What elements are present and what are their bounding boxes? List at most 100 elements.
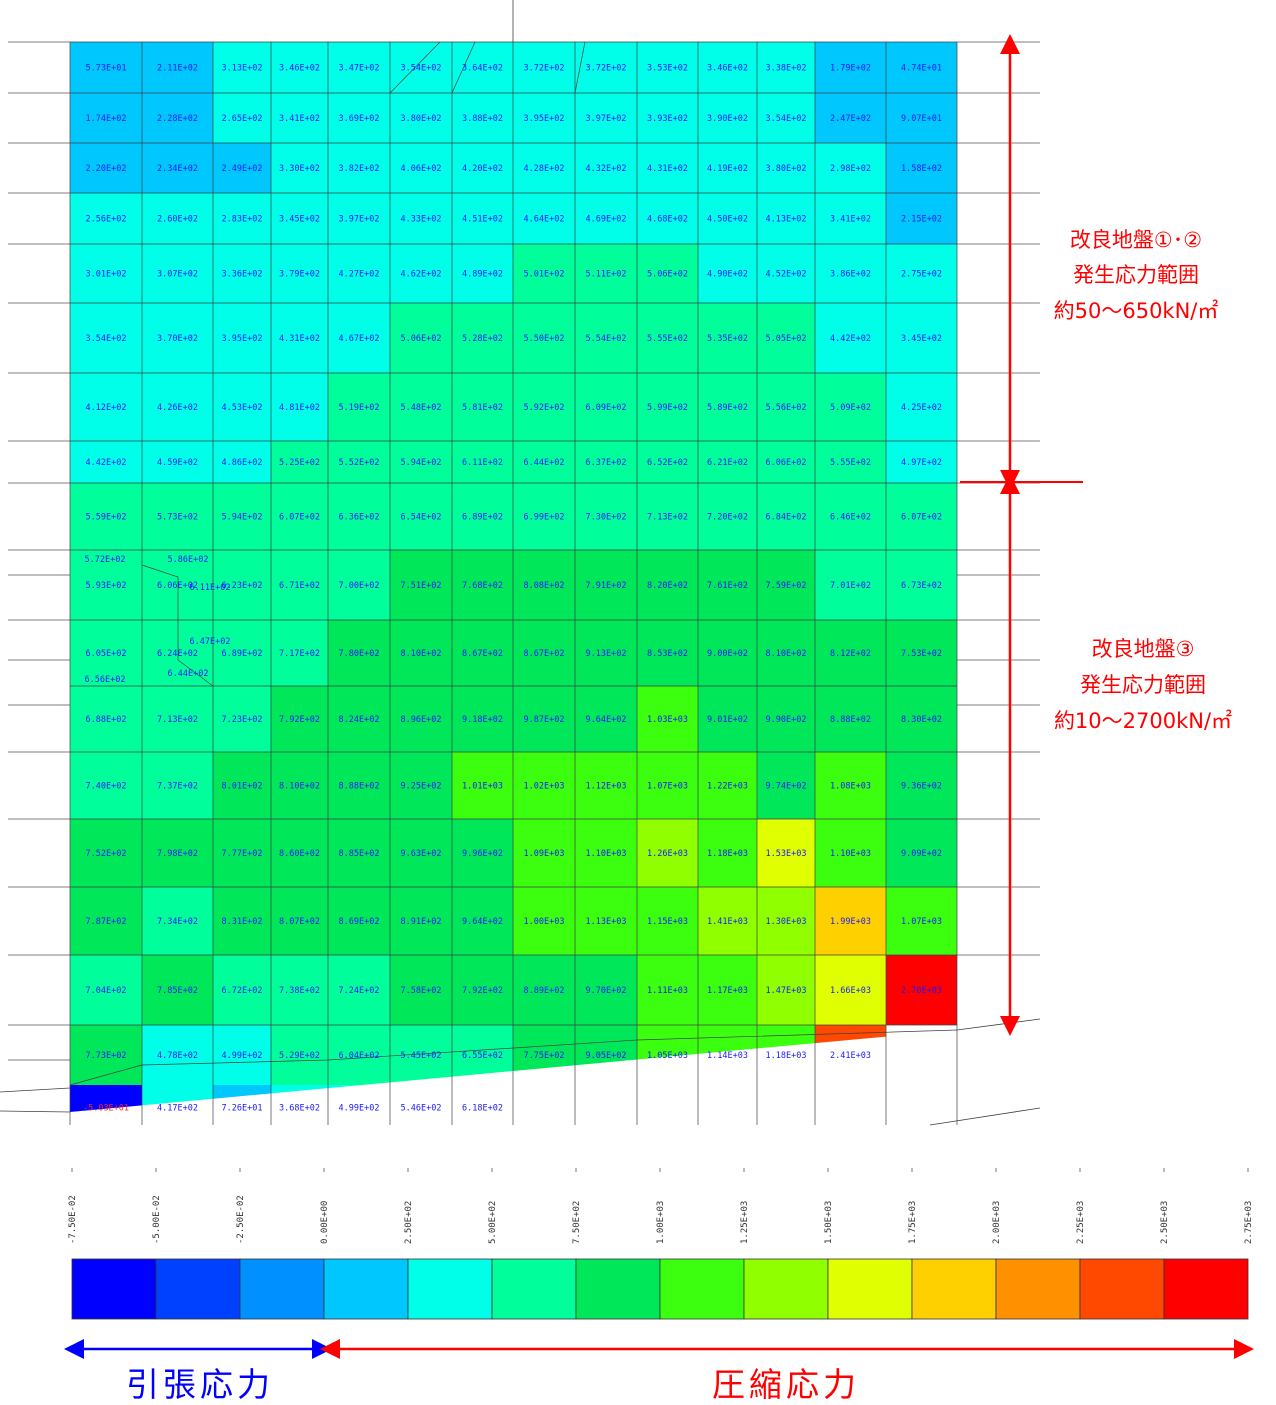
- cell-value-label: 3.54E+02: [766, 114, 807, 124]
- contour-cell: [142, 550, 213, 620]
- cell-value-label: 9.01E+02: [707, 715, 748, 725]
- contour-cell: [452, 752, 513, 819]
- cell-value-label: 3.80E+02: [766, 164, 807, 174]
- upper-anno-line-3: 約50～650kN/㎡: [1054, 299, 1219, 323]
- cell-value-label: 2.56E+02: [86, 215, 127, 225]
- contour-cell: [328, 303, 390, 373]
- contour-cell: [886, 244, 957, 303]
- cell-value-label: 1.14E+03: [707, 1051, 748, 1061]
- contour-cell: [142, 193, 213, 244]
- cell-value-label: 6.05E+02: [86, 649, 127, 659]
- contour-cell: [575, 752, 637, 819]
- cell-value-label: 2.34E+02: [157, 164, 198, 174]
- cell-value-label: 5.59E+02: [86, 513, 127, 523]
- cell-value-label: 3.46E+02: [279, 64, 320, 74]
- cell-value-label: 7.01E+02: [830, 581, 871, 591]
- cell-value-labels: 5.73E+01 2.11E+02 3.13E+02 3.46E+02 3.47E+02…: [83, 64, 942, 1114]
- cell-value-label: 7.85E+02: [157, 986, 198, 996]
- cell-value-label: 5.92E+02: [524, 403, 565, 413]
- stress-type-legend: 引張応力 圧縮応力: [64, 1339, 1254, 1404]
- contour-cell: [271, 143, 328, 193]
- contour-cell: [271, 303, 328, 373]
- cell-value-label: 1.07E+03: [901, 917, 942, 927]
- contour-cell: [328, 441, 390, 483]
- contour-cell: [757, 441, 815, 483]
- cell-value-label: 1.41E+03: [707, 917, 748, 927]
- cell-value-label: 4.67E+02: [339, 334, 380, 344]
- cell-value-label: 1.30E+03: [766, 917, 807, 927]
- cell-value-label: 1.00E+03: [524, 917, 565, 927]
- cell-value-label: -5.03E+01: [83, 1104, 129, 1114]
- contour-cell: [513, 303, 575, 373]
- colorbar-band: [491, 1258, 577, 1320]
- cell-value-label: 4.13E+02: [766, 215, 807, 225]
- colorbar-band: [827, 1258, 913, 1320]
- contour-cell: [390, 193, 452, 244]
- cell-value-label: 1.10E+03: [830, 849, 871, 859]
- cell-value-label: 4.31E+02: [647, 164, 688, 174]
- cell-value-label: 1.79E+02: [830, 64, 871, 74]
- cell-value-label: 2.65E+02: [222, 114, 263, 124]
- cell-value-label: 7.30E+02: [586, 513, 627, 523]
- contour-cell: [452, 550, 513, 620]
- cell-value-label: 6.07E+02: [901, 513, 942, 523]
- contour-cell: [637, 303, 698, 373]
- colorbar-tick-label: 2.25E+03: [1076, 1201, 1086, 1244]
- contour-cell: [70, 193, 142, 244]
- contour-cell: [698, 42, 757, 93]
- cell-value-label: 9.74E+02: [766, 782, 807, 792]
- cell-value-label: 1.05E+03: [647, 1051, 688, 1061]
- cell-value-label: 7.37E+02: [157, 782, 198, 792]
- contour-cell: [637, 244, 698, 303]
- contour-cell: [328, 620, 390, 686]
- contour-cell: [390, 752, 452, 819]
- contour-cell: [637, 373, 698, 441]
- colorbar-tick-label: -5.00E-02: [152, 1195, 162, 1244]
- cell-value-label: 9.87E+02: [524, 715, 565, 725]
- contour-cell: [757, 483, 815, 550]
- contour-cell: [698, 550, 757, 620]
- cell-value-label: 2.28E+02: [157, 114, 198, 124]
- contour-cell: [513, 244, 575, 303]
- contour-cell: [575, 244, 637, 303]
- upper-anno-line-1: 改良地盤①･②: [1070, 228, 1202, 252]
- cell-value-label: 6.99E+02: [524, 513, 565, 523]
- contour-cell: [815, 955, 886, 1025]
- cell-value-label: 1.58E+02: [901, 164, 942, 174]
- contour-cells: [70, 42, 957, 1112]
- cell-value-label: 3.95E+02: [222, 334, 263, 344]
- cell-value-label: 3.95E+02: [524, 114, 565, 124]
- contour-cell: [271, 93, 328, 143]
- cell-value-label: 7.73E+02: [86, 1051, 127, 1061]
- cell-value-label: 4.78E+02: [157, 1051, 198, 1061]
- cell-value-label: 3.93E+02: [647, 114, 688, 124]
- contour-cell: [271, 244, 328, 303]
- contour-cell: [271, 550, 328, 620]
- cell-value-label: 8.88E+02: [339, 782, 380, 792]
- cell-value-label: 5.06E+02: [401, 334, 442, 344]
- contour-cell: [513, 955, 575, 1025]
- cell-value-label: 5.11E+02: [586, 270, 627, 280]
- contour-cell: [637, 819, 698, 887]
- cell-value-label: 1.53E+03: [766, 849, 807, 859]
- contour-cell: [142, 244, 213, 303]
- cell-value-label: 7.75E+02: [524, 1051, 565, 1061]
- cell-value-label: 5.99E+02: [647, 403, 688, 413]
- cell-value-label: 1.01E+03: [462, 782, 503, 792]
- cell-value-label: 3.41E+02: [279, 114, 320, 124]
- cell-value-label: 4.51E+02: [462, 215, 503, 225]
- cell-value-label: 3.80E+02: [401, 114, 442, 124]
- contour-cell: [213, 955, 271, 1025]
- contour-cell: [271, 42, 328, 93]
- cell-value-label: 4.12E+02: [86, 403, 127, 413]
- contour-cell: [142, 483, 213, 550]
- cell-value-label: 8.07E+02: [279, 917, 320, 927]
- contour-cell: [271, 441, 328, 483]
- contour-cell: [575, 42, 637, 93]
- cell-value-label: 5.73E+02: [157, 513, 198, 523]
- cell-value-label: 5.35E+02: [707, 334, 748, 344]
- contour-cell: [513, 686, 575, 752]
- cell-value-label: 1.17E+03: [707, 986, 748, 996]
- cell-value-label: 1.13E+03: [586, 917, 627, 927]
- contour-cell: [452, 93, 513, 143]
